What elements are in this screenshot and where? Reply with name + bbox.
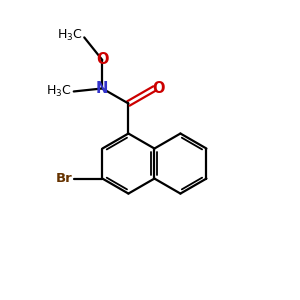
Text: O: O xyxy=(96,52,109,68)
Text: N: N xyxy=(96,81,109,96)
Text: H$_3$C: H$_3$C xyxy=(46,84,71,99)
Text: H$_3$C: H$_3$C xyxy=(57,28,83,43)
Text: O: O xyxy=(152,81,164,96)
Text: Br: Br xyxy=(56,172,72,185)
